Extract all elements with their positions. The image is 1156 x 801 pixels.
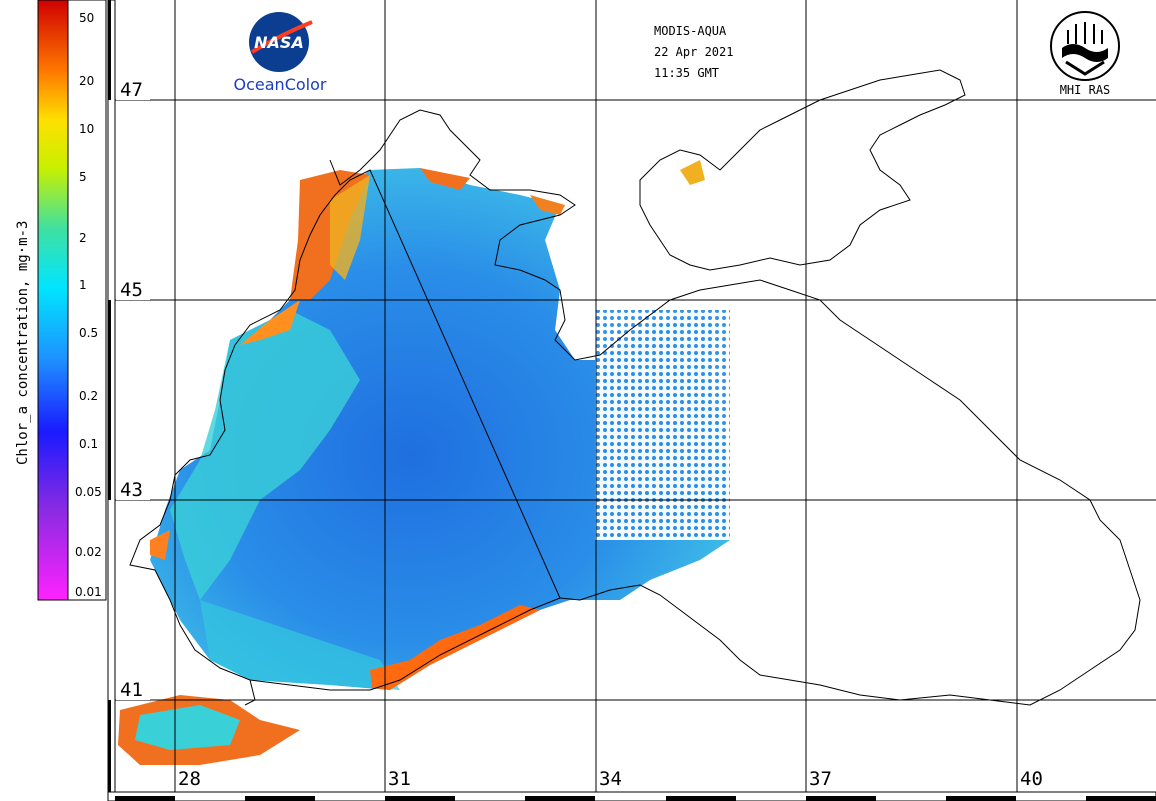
colorbar-tick-0-05: 0.05 bbox=[75, 485, 102, 499]
coastal-bloom-west bbox=[240, 300, 300, 345]
colorbar-tick-0-02: 0.02 bbox=[75, 545, 102, 559]
mhi-ras-logo: MHI RAS bbox=[1040, 5, 1130, 99]
map-frame bbox=[107, 0, 1156, 801]
chlorophyll-field bbox=[118, 160, 730, 765]
eastern-sparse-pixels bbox=[595, 310, 730, 540]
odessa-bloom bbox=[420, 168, 470, 190]
graticule bbox=[108, 0, 1156, 792]
lon-labels: 28 31 34 37 40 bbox=[178, 768, 1043, 790]
lon-label-40: 40 bbox=[1020, 768, 1043, 790]
bosporus-bloom bbox=[150, 530, 170, 560]
colorbar-tick-20: 20 bbox=[79, 74, 94, 88]
colorbar-tick-0-1: 0.1 bbox=[79, 437, 98, 451]
lat-labels: 47 45 43 41 bbox=[116, 78, 150, 701]
azov-sea-pixels bbox=[680, 160, 705, 185]
colorbar-tick-0-01: 0.01 bbox=[75, 585, 102, 599]
lat-label-47: 47 bbox=[120, 79, 143, 101]
lon-label-34: 34 bbox=[599, 768, 622, 790]
image-info: MODIS-AQUA 22 Apr 2021 11:35 GMT bbox=[654, 24, 733, 80]
karkinit-bloom bbox=[530, 195, 565, 215]
oceancolor-text: OceanColor bbox=[234, 75, 327, 94]
marmara-sea-center bbox=[135, 705, 240, 750]
nasa-logo-text: NASA bbox=[254, 33, 304, 52]
colorbar-gradient bbox=[37, 0, 69, 601]
sensor-name: MODIS-AQUA bbox=[654, 24, 727, 38]
colorbar: 50 20 10 5 2 1 0.5 0.2 0.1 0.05 0.02 0.0… bbox=[15, 0, 107, 601]
colorbar-tick-1: 1 bbox=[79, 278, 87, 292]
acquisition-date: 22 Apr 2021 bbox=[654, 45, 733, 59]
southern-coastal-band bbox=[200, 600, 400, 690]
acquisition-time: 11:35 GMT bbox=[654, 66, 719, 80]
colorbar-tick-2: 2 bbox=[79, 231, 87, 245]
colorbar-tick-5: 5 bbox=[79, 170, 87, 184]
colorbar-tick-0-5: 0.5 bbox=[79, 326, 98, 340]
western-shelf-bloom bbox=[170, 310, 360, 600]
colorbar-tick-10: 10 bbox=[79, 122, 94, 136]
nasa-meatball-icon bbox=[249, 12, 309, 72]
lat-label-41: 41 bbox=[120, 679, 143, 701]
colorbar-tick-panel bbox=[67, 0, 107, 601]
nasa-logo: NASA OceanColor bbox=[225, 5, 335, 99]
mhi-ras-text: MHI RAS bbox=[1060, 83, 1111, 97]
lon-label-28: 28 bbox=[178, 768, 201, 790]
colorbar-tick-50: 50 bbox=[79, 11, 94, 25]
lat-label-45: 45 bbox=[120, 279, 143, 301]
colorbar-tick-0-2: 0.2 bbox=[79, 389, 98, 403]
colorbar-unit-label: Chlor_a concentration, mg·m-3 bbox=[15, 221, 31, 465]
lat-label-43: 43 bbox=[120, 479, 143, 501]
lon-label-37: 37 bbox=[809, 768, 832, 790]
lon-label-31: 31 bbox=[388, 768, 411, 790]
danube-plume-edge bbox=[330, 175, 370, 280]
